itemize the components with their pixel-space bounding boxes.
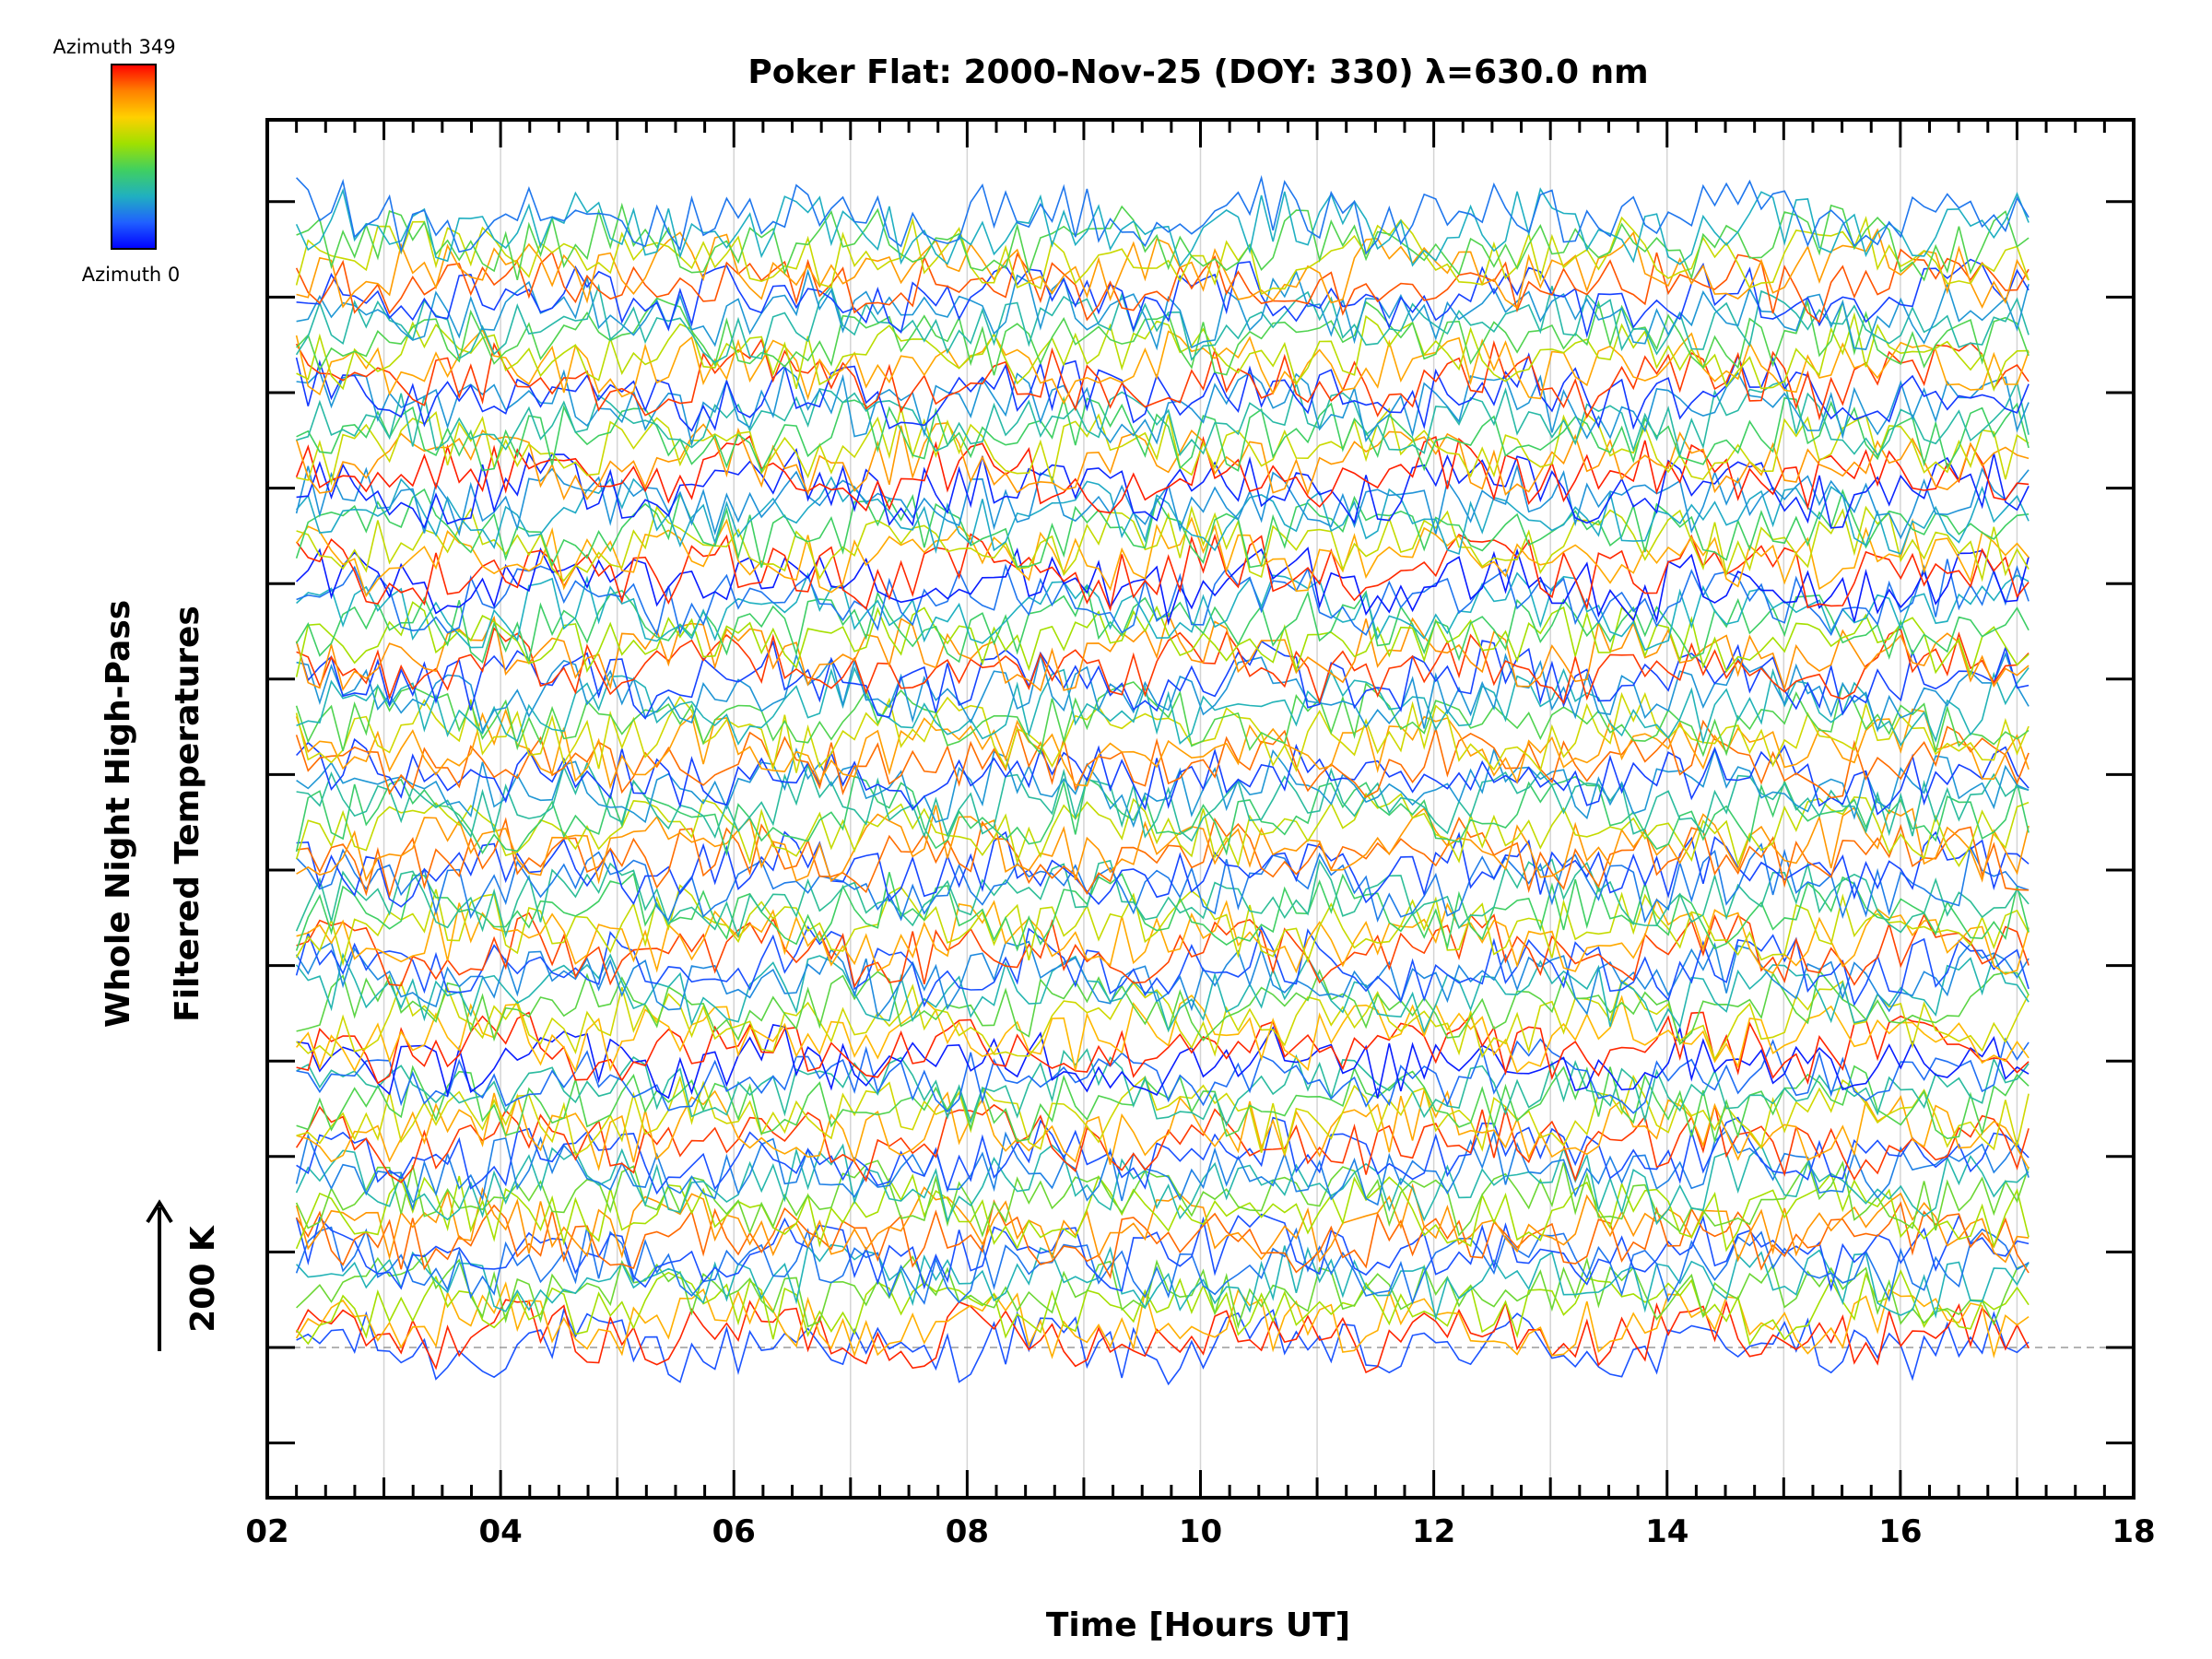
series-line bbox=[296, 1253, 2030, 1330]
series-line bbox=[295, 1129, 2030, 1212]
series-line bbox=[296, 747, 2030, 829]
series-line bbox=[295, 1143, 2030, 1226]
series-line bbox=[295, 775, 2030, 857]
x-tick-label: 12 bbox=[1412, 1513, 1455, 1550]
x-tick-label: 14 bbox=[1645, 1513, 1688, 1550]
y-axis-title-line1: Whole Night High-Pass bbox=[100, 600, 137, 1028]
x-axis-title: Time [Hours UT] bbox=[1046, 1606, 1350, 1644]
x-tick-label: 10 bbox=[1179, 1513, 1222, 1550]
series-line bbox=[295, 924, 2030, 1008]
chart-title: Poker Flat: 2000-Nov-25 (DOY: 330) λ=630… bbox=[747, 53, 1648, 91]
series-line bbox=[296, 258, 2030, 338]
series-group bbox=[295, 174, 2030, 1386]
series-line bbox=[296, 816, 2030, 899]
colorbar: Azimuth 349 Azimuth 0 bbox=[53, 36, 180, 286]
scale-arrow-head bbox=[146, 1199, 173, 1224]
series-line bbox=[296, 898, 2030, 975]
series-line bbox=[296, 202, 2030, 282]
series-line bbox=[295, 952, 2030, 1034]
series-line bbox=[296, 547, 2030, 626]
series-line bbox=[296, 505, 2030, 582]
series-line bbox=[295, 872, 2030, 952]
series-line bbox=[296, 297, 2030, 376]
scale-label: 200 K bbox=[184, 1225, 222, 1333]
series-line bbox=[296, 805, 2030, 885]
series-line bbox=[295, 1159, 2030, 1238]
series-line bbox=[296, 665, 2030, 747]
series-line bbox=[296, 1307, 2030, 1386]
series-line bbox=[295, 792, 2030, 868]
series-line bbox=[295, 1171, 2030, 1253]
series-line bbox=[296, 448, 2030, 530]
series-line bbox=[295, 421, 2030, 501]
series-line bbox=[295, 1269, 2030, 1347]
series-line bbox=[296, 1048, 2030, 1127]
series-line bbox=[295, 858, 2030, 939]
series-line bbox=[295, 1226, 2030, 1305]
series-line bbox=[296, 366, 2030, 447]
series-line bbox=[295, 719, 2030, 799]
x-tick-label: 04 bbox=[478, 1513, 522, 1550]
series-line bbox=[296, 1037, 2030, 1114]
series-line bbox=[296, 969, 2030, 1046]
series-line bbox=[295, 884, 2030, 967]
series-line bbox=[295, 1213, 2030, 1292]
series-line bbox=[296, 1074, 2030, 1157]
colorbar-top-label: Azimuth 349 bbox=[53, 36, 175, 58]
series-line bbox=[296, 627, 2030, 705]
y-axis-title-line2: Filtered Temperatures bbox=[169, 606, 206, 1022]
series-line bbox=[296, 1116, 2030, 1195]
series-line bbox=[295, 435, 2030, 514]
series-line bbox=[295, 488, 2030, 569]
series-line bbox=[296, 737, 2030, 816]
x-tick-label: 02 bbox=[245, 1513, 288, 1550]
series-line bbox=[296, 1065, 2030, 1145]
scale-bar: 200 K bbox=[146, 1199, 222, 1351]
series-line bbox=[296, 979, 2030, 1061]
series-line bbox=[295, 516, 2030, 598]
series-line bbox=[296, 571, 2030, 652]
colorbar-bottom-label: Azimuth 0 bbox=[82, 264, 181, 286]
series-line bbox=[295, 691, 2030, 773]
series-line bbox=[296, 1011, 2030, 1085]
series-line bbox=[295, 994, 2030, 1074]
x-tick-label: 06 bbox=[712, 1513, 756, 1550]
series-line bbox=[296, 380, 2030, 458]
series-line bbox=[295, 533, 2030, 612]
x-tick-label: 08 bbox=[946, 1513, 989, 1550]
series-line bbox=[295, 216, 2030, 296]
series-line bbox=[295, 1103, 2030, 1183]
series-line bbox=[295, 1182, 2030, 1264]
colorbar-gradient bbox=[111, 64, 157, 250]
series-line bbox=[296, 1088, 2030, 1171]
series-line bbox=[295, 940, 2030, 1018]
series-line bbox=[295, 1299, 2030, 1374]
series-line bbox=[296, 760, 2030, 842]
axes: 02 04 06 08 10 12 14 16 18 bbox=[245, 118, 2156, 1550]
series-line bbox=[295, 248, 2030, 324]
x-tick-label: 16 bbox=[1878, 1513, 1922, 1550]
series-line bbox=[295, 328, 2030, 406]
x-tick-label: 18 bbox=[2112, 1513, 2155, 1550]
series-line bbox=[296, 174, 2030, 255]
series-line bbox=[296, 228, 2030, 310]
series-line bbox=[295, 463, 2030, 540]
series-line bbox=[295, 601, 2030, 678]
series-line bbox=[296, 652, 2030, 733]
series-line bbox=[295, 1281, 2030, 1359]
